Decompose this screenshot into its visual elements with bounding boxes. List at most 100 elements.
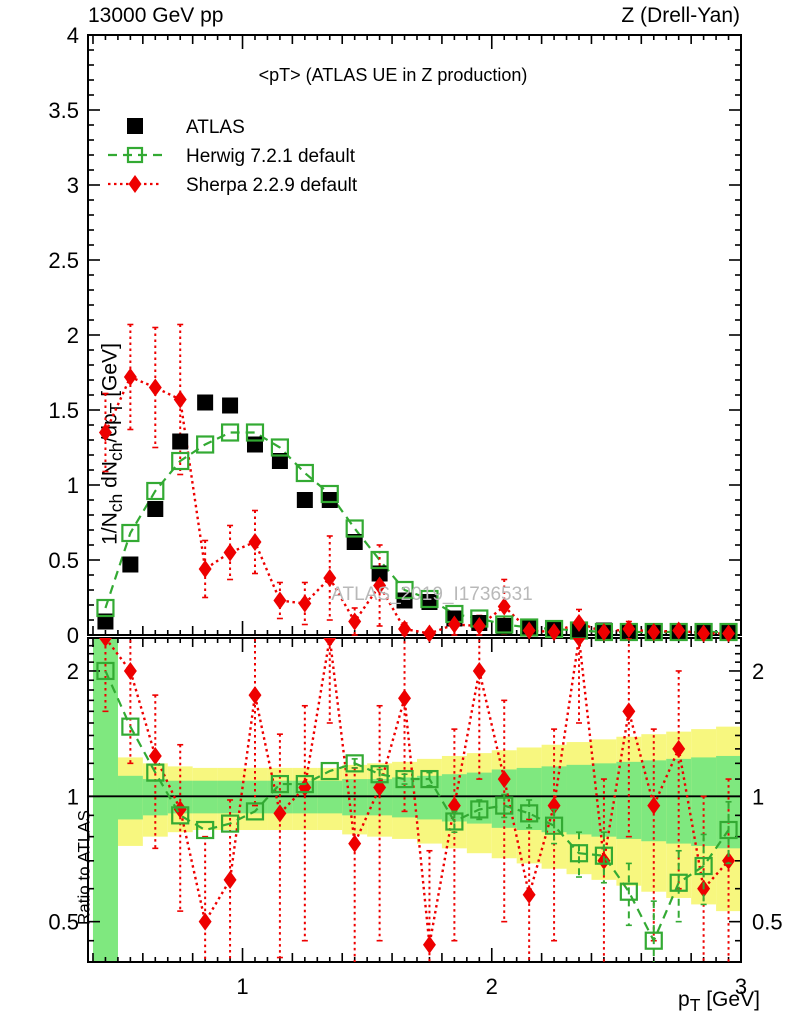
marker-diamond-filled [198, 912, 212, 931]
marker-square-open [445, 812, 464, 831]
marker-square-filled [271, 453, 288, 469]
marker-square-open [295, 463, 314, 483]
marker-diamond-filled [398, 689, 412, 708]
marker-diamond-filled [148, 746, 162, 765]
axis-ticks [88, 34, 742, 963]
marker-square-open [395, 580, 414, 600]
marker-diamond-filled [323, 569, 337, 587]
svg-text:1: 1 [752, 784, 764, 809]
marker-square-open [121, 523, 140, 543]
marker-square-open [245, 802, 265, 821]
marker-diamond-filled [597, 623, 611, 641]
marker-square-filled [371, 565, 388, 582]
marker-diamond-filled [572, 638, 586, 647]
marker-diamond-filled [348, 612, 362, 631]
legend: ATLAS Herwig 7.2.1 default Sherpa 2.2.9 de… [108, 117, 358, 196]
marker-diamond-filled [497, 597, 511, 616]
marker-diamond-filled [622, 620, 636, 638]
x-axis-label: pT [GeV] [678, 988, 760, 1016]
marker-square-open [146, 481, 165, 501]
marker-square-open [171, 451, 190, 471]
marker-square-open [544, 816, 564, 835]
svg-text:0.5: 0.5 [48, 548, 79, 573]
marker-square-open [619, 882, 638, 901]
axis-tick-labels: 0 0.5 1 1.5 2 2.5 3 3.5 4 0.5 0.5 1 1 2 2 1 2 3 [48, 23, 782, 999]
marker-diamond-filled [497, 770, 511, 789]
ratio-panel-series [88, 638, 741, 962]
marker-square-open [669, 873, 688, 892]
marker-diamond-filled [123, 661, 137, 680]
marker-diamond-filled [323, 638, 337, 647]
marker-square-open [196, 820, 215, 840]
svg-text:1: 1 [67, 784, 79, 809]
marker-square-open [520, 804, 539, 823]
marker-diamond-filled [248, 533, 262, 551]
marker-square-filled [97, 613, 114, 630]
marker-diamond-filled [547, 796, 561, 815]
header-beam-energy: 13000 GeV pp [88, 4, 224, 27]
svg-text:2: 2 [67, 323, 79, 348]
marker-diamond-filled [198, 560, 212, 578]
marker-diamond-filled [422, 624, 436, 643]
svg-text:0.5: 0.5 [752, 910, 783, 935]
svg-text:1.5: 1.5 [48, 398, 79, 423]
marker-diamond-filled [547, 623, 561, 641]
legend-label-2: Sherpa 2.2.9 default [186, 175, 358, 196]
legend-label-0: ATLAS [186, 117, 245, 138]
marker-diamond-filled [647, 796, 661, 815]
marker-square-open [96, 661, 115, 681]
marker-square-open [594, 846, 614, 865]
marker-diamond-filled [522, 621, 536, 640]
marker-square-open [495, 796, 514, 815]
marker-diamond-filled [447, 796, 461, 815]
marker-diamond-filled [672, 739, 686, 758]
marker-square-open [569, 844, 589, 863]
svg-text:4: 4 [67, 23, 79, 48]
svg-text:2: 2 [486, 974, 498, 999]
marker-square-filled [246, 436, 263, 453]
marker-square-open [345, 754, 364, 773]
legend-label-1: Herwig 7.2.1 default [186, 146, 356, 167]
marker-diamond-filled [248, 686, 262, 705]
svg-text:2.5: 2.5 [48, 248, 79, 273]
marker-diamond-filled [697, 624, 711, 643]
marker-square-open [220, 423, 240, 442]
watermark: ATLAS_2019_I1736531 [331, 584, 532, 605]
main-panel-series [96, 323, 738, 643]
marker-square-open [146, 763, 165, 782]
marker-square-open [121, 717, 140, 736]
svg-text:1: 1 [67, 473, 79, 498]
marker-diamond-filled [572, 614, 586, 632]
marker-diamond-filled [98, 423, 112, 442]
marker-diamond-filled [298, 594, 312, 613]
marker-diamond-filled [647, 623, 661, 641]
marker-square-open [320, 761, 339, 781]
marker-diamond-filled [373, 576, 387, 595]
marker-diamond-filled [447, 615, 461, 634]
marker-square-open [370, 550, 389, 570]
marker-square-open [370, 765, 389, 784]
marker-diamond-filled [273, 804, 287, 823]
marker-square-filled [222, 397, 239, 414]
marker-diamond-filled [128, 175, 142, 193]
svg-text:2: 2 [67, 659, 79, 684]
marker-diamond-filled [173, 800, 187, 819]
marker-square-filled [147, 501, 164, 517]
marker-diamond-filled [123, 368, 137, 386]
uncertainty-bands [92, 638, 741, 962]
marker-square-open [126, 146, 144, 164]
marker-square-filled [321, 492, 338, 508]
marker-square-filled [127, 118, 143, 134]
marker-diamond-filled [472, 617, 486, 635]
svg-text:1: 1 [236, 974, 248, 999]
marker-diamond-filled [348, 834, 362, 853]
marker-diamond-filled [223, 870, 237, 889]
marker-diamond-filled [173, 390, 187, 409]
marker-diamond-filled [98, 638, 112, 647]
marker-diamond-filled [672, 621, 686, 640]
marker-diamond-filled [622, 702, 636, 721]
plot-title: <pT> (ATLAS UE in Z production) [258, 65, 528, 85]
marker-square-filled [122, 556, 139, 573]
